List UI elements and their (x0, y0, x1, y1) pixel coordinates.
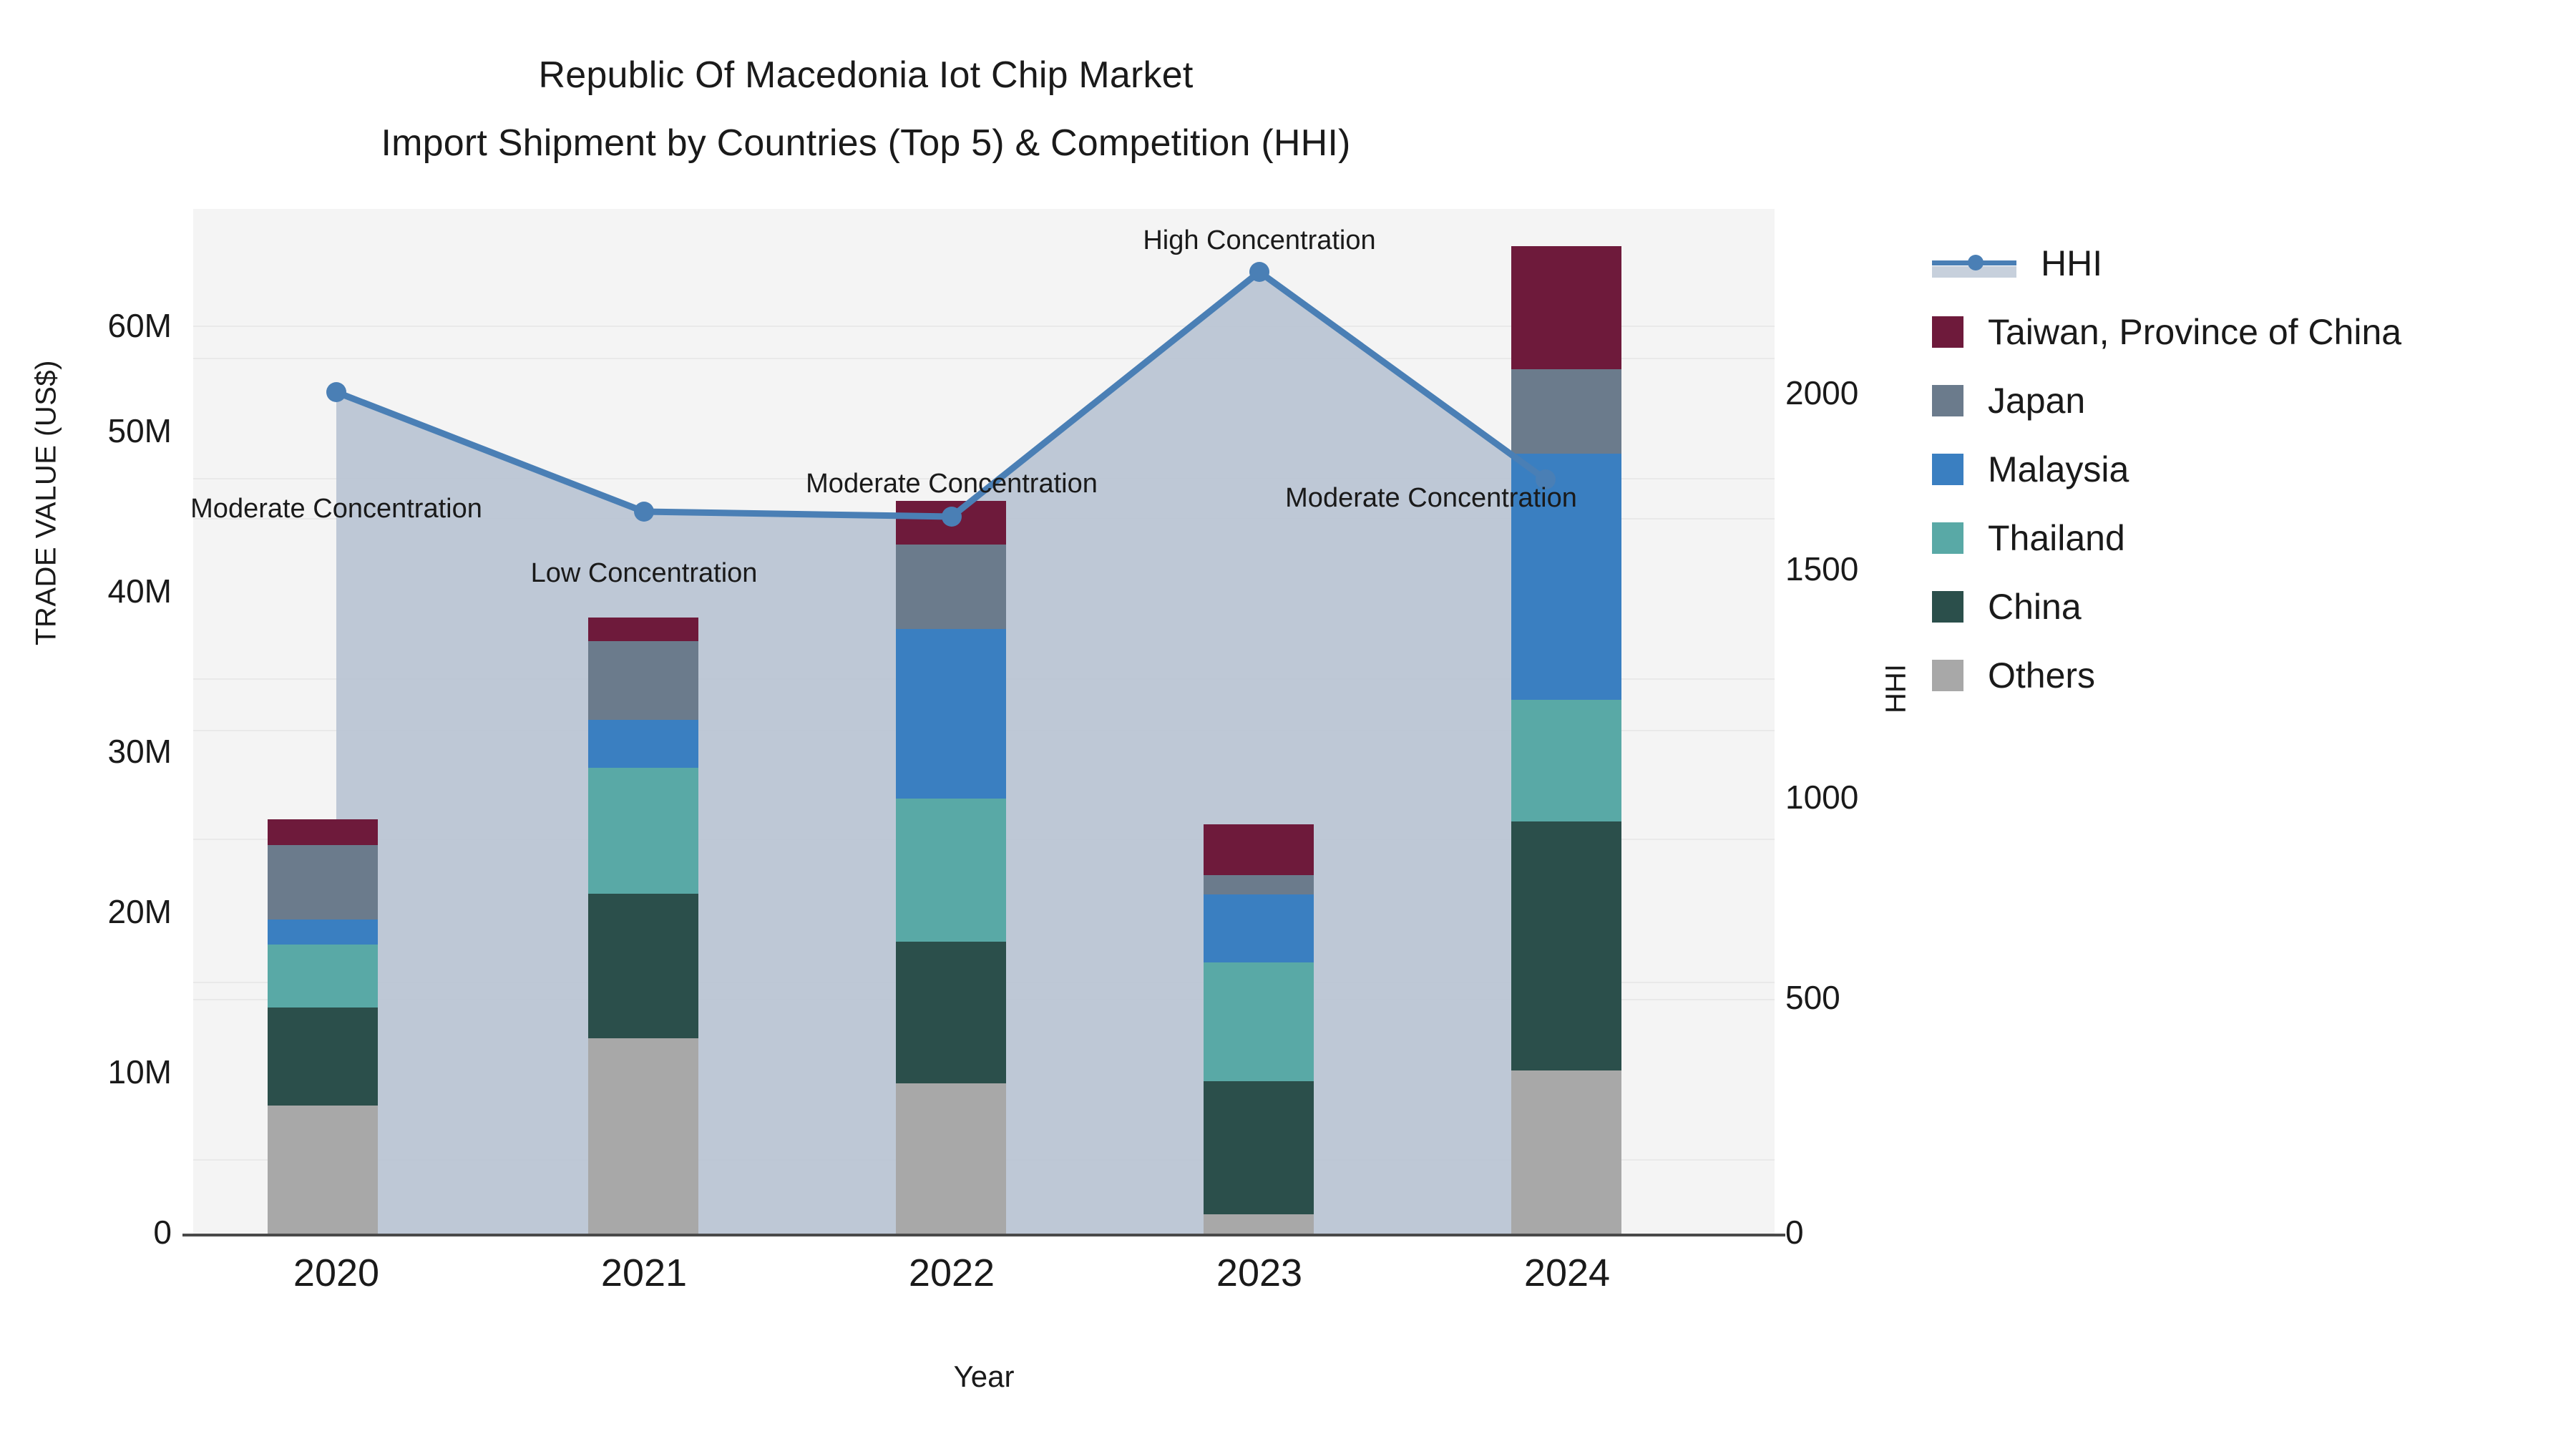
y-left-tick-0: 0 (153, 1214, 172, 1251)
bar-2024[interactable] (1511, 246, 1621, 1234)
bar-segment-taiwan (1204, 824, 1314, 875)
bar-segment-others (1511, 1070, 1621, 1234)
chart-title-line1: Republic Of Macedonia Iot Chip Market (538, 54, 1194, 96)
bar-segment-taiwan (268, 819, 378, 845)
bar-segment-taiwan (588, 618, 698, 641)
bar-segment-thailand (588, 768, 698, 894)
bar-segment-taiwan (1511, 246, 1621, 369)
bar-segment-others (896, 1083, 1006, 1234)
bar-segment-japan (896, 545, 1006, 629)
chart-title-line2: Import Shipment by Countries (Top 5) & C… (381, 122, 1351, 164)
annotation-2020: Moderate Concentration (190, 494, 482, 524)
annotation-2023: High Concentration (1143, 225, 1376, 255)
bar-segment-japan (1204, 875, 1314, 894)
legend-label: HHI (2041, 243, 2103, 283)
bar-segment-malaysia (588, 720, 698, 768)
y-left-tick-20m: 20M (107, 893, 172, 930)
y-axis-right-title: HHI (1880, 664, 1912, 713)
color-swatch-icon (1932, 660, 1963, 691)
annotation-2024: Moderate Concentration (1285, 483, 1577, 513)
bar-2023[interactable] (1204, 824, 1314, 1234)
legend-label: Others (1988, 655, 2096, 696)
bar-2020[interactable] (268, 819, 378, 1234)
bar-segment-others (1204, 1214, 1314, 1234)
x-axis-title: Year (953, 1360, 1015, 1393)
legend-item-china[interactable]: China (1932, 572, 2547, 641)
bar-segment-malaysia (1204, 894, 1314, 962)
legend-item-taiwan[interactable]: Taiwan, Province of China (1932, 298, 2547, 366)
bar-segment-malaysia (268, 919, 378, 945)
bar-2022[interactable] (896, 501, 1006, 1234)
legend-item-malaysia[interactable]: Malaysia (1932, 435, 2547, 504)
bar-segment-china (1511, 821, 1621, 1070)
bar-segment-thailand (896, 799, 1006, 942)
bar-segment-thailand (268, 945, 378, 1008)
legend-label: Taiwan, Province of China (1988, 312, 2402, 352)
y-right-tick-0: 0 (1785, 1214, 1804, 1251)
annotation-2022: Moderate Concentration (806, 469, 1098, 499)
bar-segment-taiwan (896, 501, 1006, 545)
bar-2021[interactable] (588, 618, 698, 1234)
legend-label: Thailand (1988, 518, 2125, 558)
y-right-tick-1500: 1500 (1785, 550, 1859, 587)
y-right-tick-1000: 1000 (1785, 779, 1859, 816)
x-tick-2022: 2022 (908, 1252, 995, 1294)
x-axis-line (182, 1234, 1785, 1236)
x-tick-2024: 2024 (1523, 1252, 1611, 1294)
legend-label: Malaysia (1988, 449, 2129, 489)
color-swatch-icon (1932, 591, 1963, 623)
bar-segment-china (896, 942, 1006, 1083)
color-swatch-icon (1932, 454, 1963, 485)
y-left-tick-50m: 50M (107, 412, 172, 449)
legend: HHI Taiwan, Province of China Japan Mala… (1932, 229, 2547, 710)
color-swatch-icon (1932, 385, 1963, 416)
x-tick-2021: 2021 (600, 1252, 688, 1294)
bar-segment-japan (1511, 369, 1621, 454)
bar-segment-china (588, 894, 698, 1038)
bar-segment-china (268, 1008, 378, 1106)
legend-item-others[interactable]: Others (1932, 641, 2547, 710)
y-axis-left-title: TRADE VALUE (US$) (30, 360, 62, 645)
bar-segment-others (268, 1106, 378, 1234)
color-swatch-icon (1932, 522, 1963, 554)
bar-segment-china (1204, 1081, 1314, 1214)
legend-item-japan[interactable]: Japan (1932, 366, 2547, 435)
annotation-2021: Low Concentration (530, 558, 758, 588)
color-swatch-icon (1932, 316, 1963, 348)
y-left-tick-30m: 30M (107, 733, 172, 770)
bar-segment-others (588, 1038, 698, 1234)
bar-segment-japan (268, 845, 378, 919)
legend-item-hhi[interactable]: HHI (1932, 229, 2547, 298)
legend-label: Japan (1988, 381, 2086, 421)
bar-segment-japan (588, 641, 698, 720)
x-tick-2023: 2023 (1216, 1252, 1303, 1294)
bar-segment-thailand (1511, 700, 1621, 821)
y-right-tick-500: 500 (1785, 979, 1840, 1016)
x-tick-2020: 2020 (293, 1252, 380, 1294)
legend-label: China (1988, 587, 2082, 627)
legend-item-thailand[interactable]: Thailand (1932, 504, 2547, 572)
y-left-tick-10m: 10M (107, 1053, 172, 1091)
y-left-tick-40m: 40M (107, 572, 172, 610)
line-marker-icon (1932, 248, 2016, 279)
bar-segment-thailand (1204, 962, 1314, 1081)
bar-segment-malaysia (896, 629, 1006, 799)
y-left-tick-60m: 60M (107, 307, 172, 344)
y-right-tick-2000: 2000 (1785, 374, 1859, 411)
